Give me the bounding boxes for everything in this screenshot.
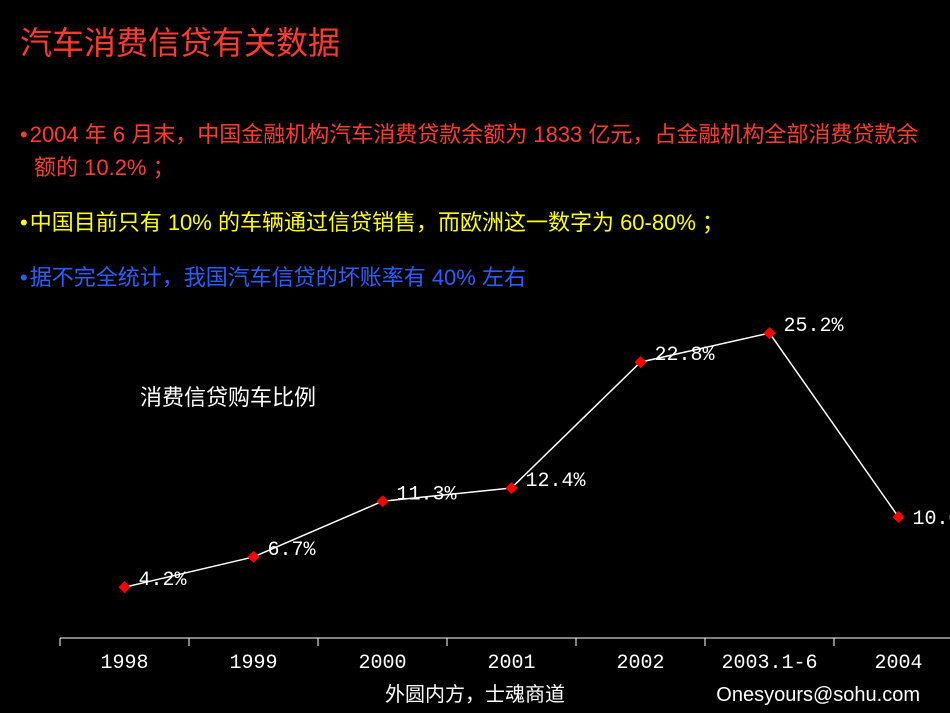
data-label: 12.4% <box>526 470 587 493</box>
data-line <box>125 333 899 587</box>
data-label: 10.0% <box>913 508 950 531</box>
data-label: 6.7% <box>268 539 317 562</box>
footer-right-text: Onesyours@sohu.com <box>716 684 920 707</box>
x-axis-label: 2002 <box>616 652 664 675</box>
data-marker <box>893 511 905 523</box>
x-axis-label: 1999 <box>229 652 277 675</box>
data-marker <box>764 327 776 339</box>
data-label: 4.2% <box>139 569 188 592</box>
x-axis-label: 2000 <box>358 652 406 675</box>
data-label: 25.2% <box>784 315 845 338</box>
data-label: 22.8% <box>655 344 716 367</box>
x-axis-label: 1998 <box>100 652 148 675</box>
slide: 汽车消费信贷有关数据 2004 年 6 月末，中国金融机构汽车消费贷款余额为 1… <box>0 0 950 713</box>
line-chart: 1998 1999 2000 2001 2002 2003.1-6 2004 4.2% 6.7%… <box>0 0 950 713</box>
data-marker <box>248 551 260 563</box>
x-axis-label: 2001 <box>487 652 535 675</box>
x-axis-label: 2003.1-6 <box>721 652 817 675</box>
data-label: 11.3% <box>397 483 458 506</box>
data-marker <box>119 581 131 593</box>
x-axis-label: 2004 <box>874 652 922 675</box>
data-marker <box>377 495 389 507</box>
